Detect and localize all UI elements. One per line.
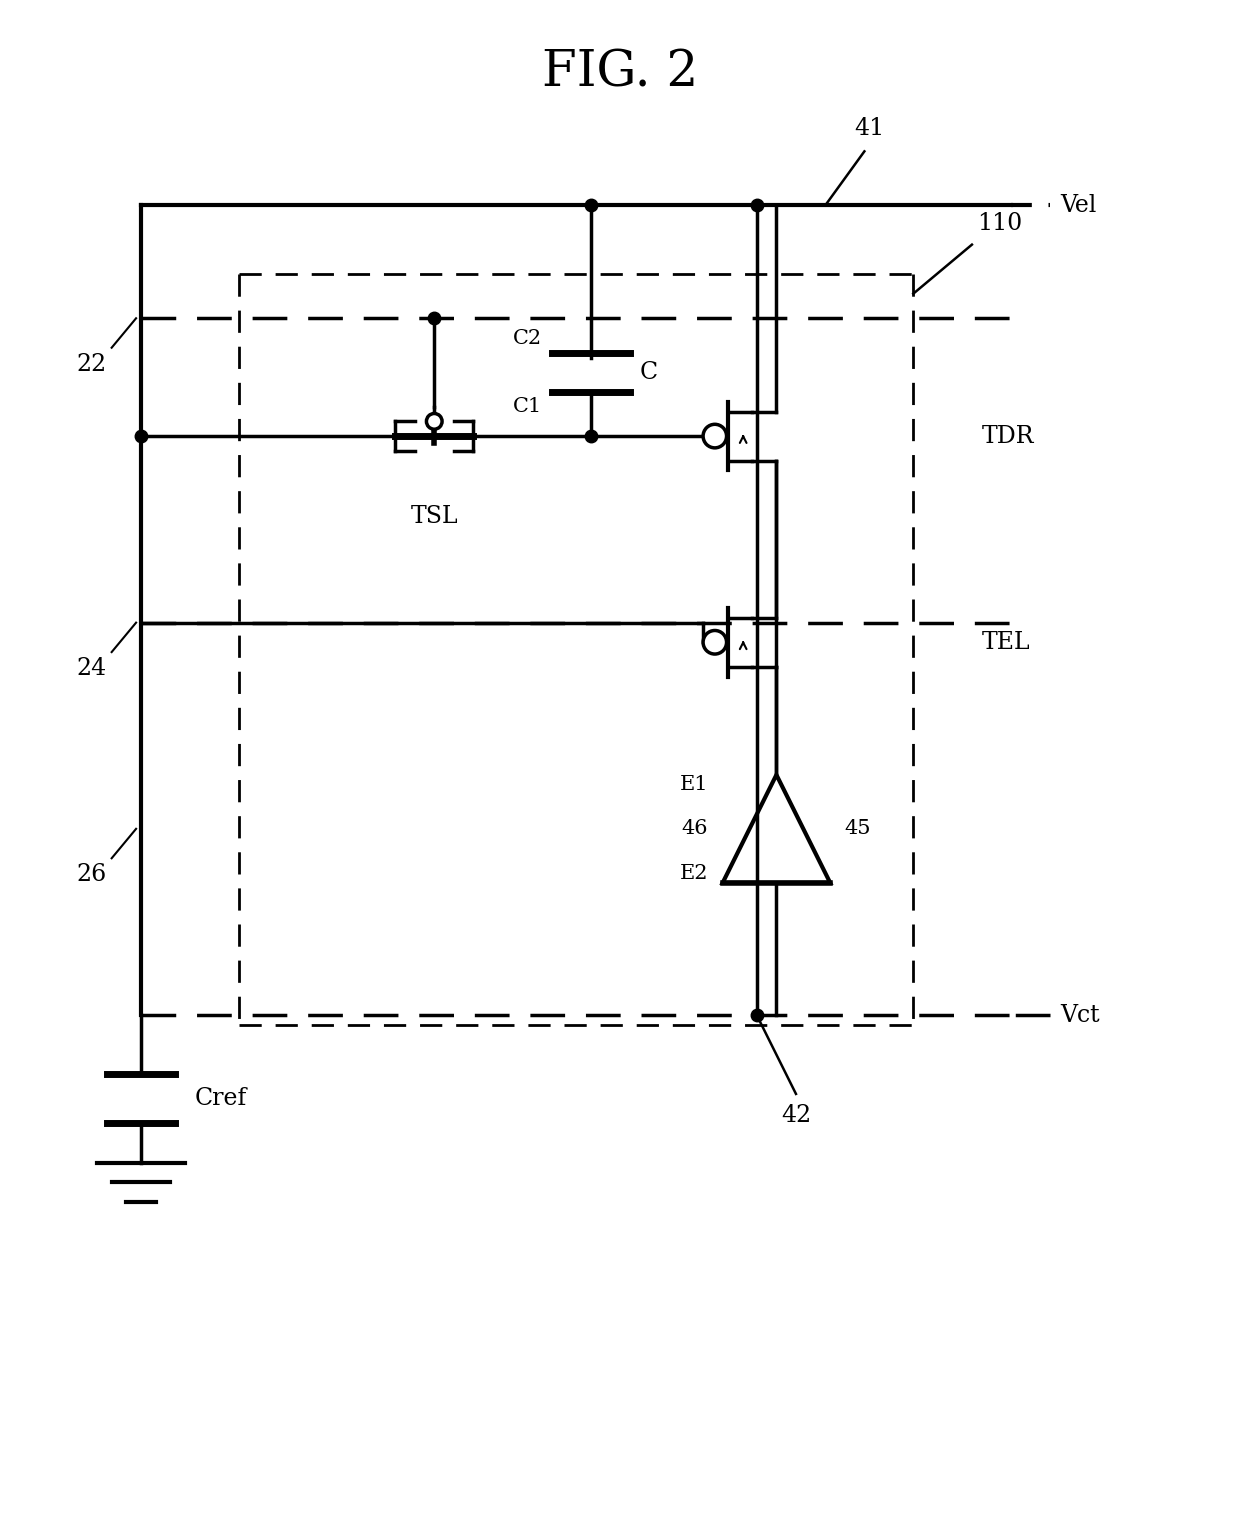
Text: C2: C2 [512, 329, 542, 347]
Text: C1: C1 [512, 396, 542, 416]
Text: 41: 41 [854, 116, 884, 139]
Text: E1: E1 [680, 776, 708, 794]
Text: E2: E2 [680, 863, 708, 883]
Text: C: C [640, 361, 657, 384]
Text: 110: 110 [977, 211, 1022, 234]
Text: 24: 24 [77, 656, 107, 679]
Text: 26: 26 [77, 863, 107, 886]
Text: TEL: TEL [982, 630, 1030, 653]
Text: TSL: TSL [410, 505, 458, 528]
Circle shape [703, 630, 727, 653]
Text: Vel: Vel [1060, 194, 1096, 217]
Text: TDR: TDR [982, 425, 1034, 448]
Text: 22: 22 [77, 352, 107, 376]
Text: 45: 45 [844, 820, 872, 838]
Text: 42: 42 [781, 1103, 811, 1126]
Circle shape [703, 424, 727, 448]
Text: Cref: Cref [195, 1088, 247, 1111]
Text: Vct: Vct [1060, 1004, 1100, 1027]
Text: 46: 46 [682, 820, 708, 838]
Circle shape [427, 413, 443, 430]
Text: FIG. 2: FIG. 2 [542, 47, 698, 98]
